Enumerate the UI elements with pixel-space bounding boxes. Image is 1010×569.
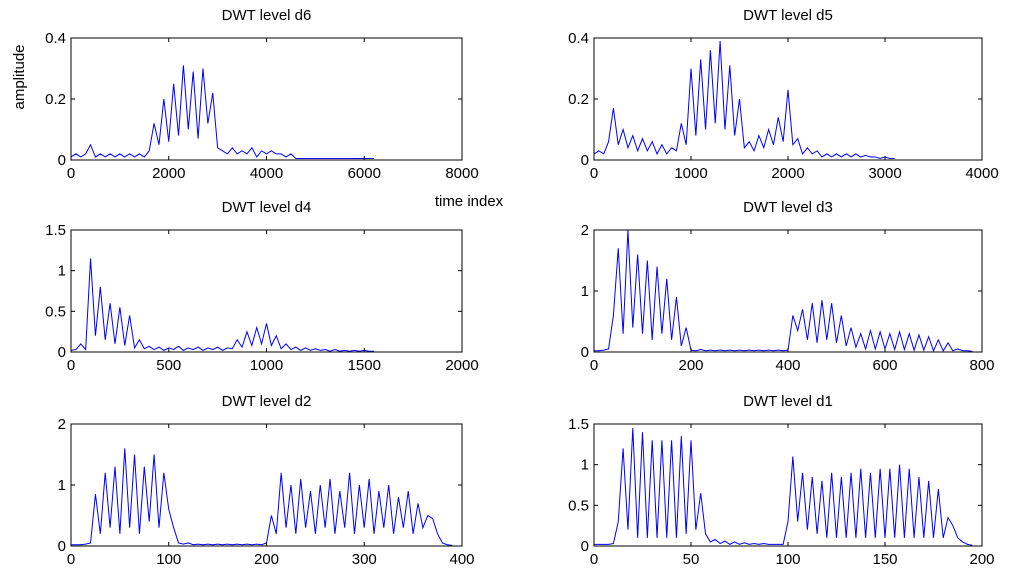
signal-line: [594, 229, 973, 353]
x-tick-label: 800: [969, 357, 994, 374]
signal-line: [71, 448, 453, 546]
signal-line: [70, 65, 375, 159]
x-tick-label: 50: [683, 551, 700, 568]
x-tick-label: 400: [775, 357, 800, 374]
y-axis-label: amplitude: [11, 44, 28, 109]
x-tick-label: 0: [590, 165, 598, 182]
y-tick-label: 0.2: [45, 91, 66, 108]
x-tick-label: 0: [67, 551, 75, 568]
x-tick-label: 0: [67, 357, 75, 374]
x-tick-label: 1000: [250, 357, 283, 374]
y-tick-label: 1: [581, 457, 589, 474]
x-tick-label: 0: [67, 165, 75, 182]
axes-box: [70, 229, 463, 353]
x-tick-label: 6000: [348, 165, 381, 182]
panel-title: DWT level d4: [222, 199, 312, 216]
x-tick-label: 300: [352, 551, 377, 568]
x-tick-label: 2000: [445, 357, 478, 374]
x-tick-label: 0: [590, 551, 598, 568]
panel-title: DWT level d3: [743, 199, 833, 216]
y-tick-label: 1: [58, 263, 66, 280]
x-tick-label: 4000: [965, 165, 998, 182]
y-tick-label: 2: [58, 416, 66, 433]
x-tick-label: 1000: [674, 165, 707, 182]
signal-line: [70, 258, 375, 352]
panel-title: DWT level d2: [222, 393, 312, 410]
y-tick-label: 0: [58, 152, 66, 169]
x-tick-label: 1500: [348, 357, 381, 374]
x-tick-label: 3000: [868, 165, 901, 182]
y-tick-label: 1: [58, 477, 66, 494]
y-tick-label: 0: [581, 344, 589, 361]
x-tick-label: 150: [872, 551, 897, 568]
panel-title: DWT level d5: [743, 7, 833, 24]
y-tick-label: 1: [581, 283, 589, 300]
x-tick-label: 200: [678, 357, 703, 374]
y-tick-label: 0.4: [568, 30, 589, 47]
axes-box: [70, 37, 463, 161]
panel-title: DWT level d1: [743, 393, 833, 410]
x-tick-label: 100: [775, 551, 800, 568]
x-tick-label: 200: [969, 551, 994, 568]
x-tick-label: 4000: [250, 165, 283, 182]
x-tick-label: 2000: [152, 165, 185, 182]
y-tick-label: 1.5: [568, 416, 589, 433]
x-tick-label: 100: [156, 551, 181, 568]
y-tick-label: 1.5: [45, 222, 66, 239]
signal-line: [594, 428, 973, 546]
y-tick-label: 0.2: [568, 91, 589, 108]
y-tick-label: 0.4: [45, 30, 66, 47]
x-tick-label: 2000: [771, 165, 804, 182]
x-tick-label: 0: [590, 357, 598, 374]
signal-line: [593, 41, 895, 159]
y-tick-label: 0: [58, 538, 66, 555]
y-tick-label: 0: [581, 152, 589, 169]
y-tick-label: 0: [58, 344, 66, 361]
x-tick-label: 500: [156, 357, 181, 374]
x-axis-label: time index: [435, 193, 504, 210]
x-tick-label: 400: [449, 551, 474, 568]
y-tick-label: 2: [581, 222, 589, 239]
x-tick-label: 8000: [445, 165, 478, 182]
panel-title: DWT level d6: [222, 7, 312, 24]
y-tick-label: 0: [581, 538, 589, 555]
y-tick-label: 0.5: [45, 303, 66, 320]
x-tick-label: 600: [872, 357, 897, 374]
y-tick-label: 0.5: [568, 497, 589, 514]
x-tick-label: 200: [254, 551, 279, 568]
